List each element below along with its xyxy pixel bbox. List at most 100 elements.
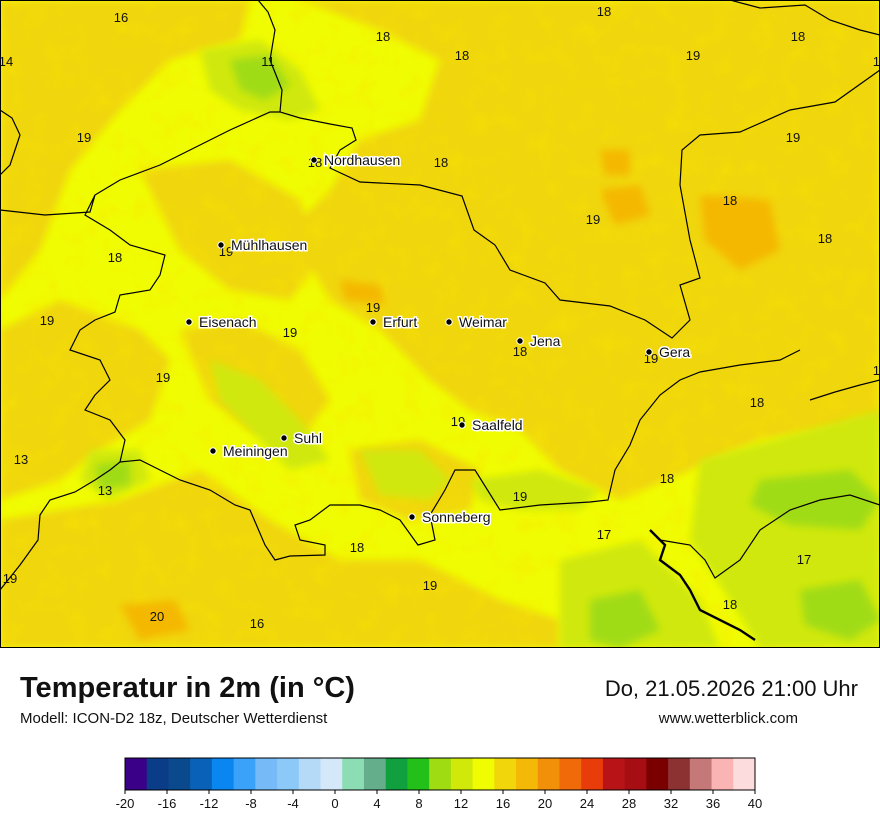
value-label: 18 xyxy=(750,395,764,410)
city-dot xyxy=(516,337,524,345)
legend-tick-label: 32 xyxy=(664,796,678,811)
model-info: Modell: ICON-D2 18z, Deutscher Wetterdie… xyxy=(20,710,328,727)
city-dot xyxy=(209,447,217,455)
legend-swatch xyxy=(429,758,452,790)
city-label: Saalfeld xyxy=(472,417,523,433)
value-label: 18 xyxy=(873,54,880,69)
legend-swatch xyxy=(146,758,169,790)
legend-swatch xyxy=(516,758,539,790)
legend-swatch xyxy=(255,758,278,790)
legend-swatch xyxy=(559,758,582,790)
value-label: 18 xyxy=(376,29,390,44)
legend-swatch xyxy=(407,758,430,790)
value-label: 18 xyxy=(455,48,469,63)
river-or-border xyxy=(649,529,756,641)
legend-swatch xyxy=(472,758,495,790)
value-label: 19 xyxy=(586,212,600,227)
city-label: Eisenach xyxy=(199,314,257,330)
temp-field-20-22 xyxy=(120,150,780,640)
footer: Temperatur in 2m (in °C) Modell: ICON-D2… xyxy=(0,648,880,830)
map-canvas: 16 18 18 18 19 18 18 14 11 19 18 18 19 19 18 18 19 18 19 19… xyxy=(0,0,880,648)
legend-tick-label: 40 xyxy=(748,796,762,811)
value-label: 18 xyxy=(513,344,527,359)
legend-swatch xyxy=(450,758,474,790)
legend-swatch xyxy=(602,758,626,790)
value-label: 19 xyxy=(366,300,380,315)
value-label: 18 xyxy=(350,540,364,555)
city-label: Suhl xyxy=(294,430,322,446)
legend-tick-label: 16 xyxy=(496,796,510,811)
chart-title: Temperatur in 2m (in °C) xyxy=(20,672,355,704)
value-label: 19 xyxy=(3,571,17,586)
value-label: 13 xyxy=(98,483,112,498)
city-dot xyxy=(217,241,225,249)
legend-swatch xyxy=(277,758,300,790)
city-label: Mühlhausen xyxy=(231,237,307,253)
value-label: 18 xyxy=(434,155,448,170)
legend-tick-label: -12 xyxy=(200,796,219,811)
value-label: 18 xyxy=(818,231,832,246)
city-dot xyxy=(185,318,193,326)
legend-swatch xyxy=(168,758,191,790)
city-label: Meiningen xyxy=(223,443,288,459)
city-label: Sonneberg xyxy=(422,509,491,525)
city-dot xyxy=(458,421,466,429)
value-label: 17 xyxy=(797,552,811,567)
value-label: 17 xyxy=(597,527,611,542)
legend-swatch xyxy=(624,758,647,790)
value-label: 19 xyxy=(513,489,527,504)
legend-swatch xyxy=(190,758,213,790)
legend-tick-label: 36 xyxy=(706,796,720,811)
legend-swatch xyxy=(581,758,604,790)
value-label: 19 xyxy=(40,313,54,328)
city-dot xyxy=(369,318,377,326)
city-label: Jena xyxy=(530,333,561,349)
city-label: Nordhausen xyxy=(324,152,400,168)
temperature-map: 16 18 18 18 19 18 18 14 11 19 18 18 19 19 18 18 19 18 19 19… xyxy=(0,0,880,648)
website-link[interactable]: www.wetterblick.com xyxy=(658,710,798,727)
value-label: 13 xyxy=(14,452,28,467)
city-dot xyxy=(645,348,653,356)
legend-swatch xyxy=(689,758,713,790)
legend-swatch xyxy=(711,758,734,790)
legend-swatch xyxy=(233,758,256,790)
legend-tick-label: 12 xyxy=(454,796,468,811)
value-label: 20 xyxy=(150,609,164,624)
legend-swatch xyxy=(537,758,560,790)
value-label: 18 xyxy=(108,250,122,265)
legend-tick-label: -4 xyxy=(287,796,299,811)
value-label: 18 xyxy=(660,471,674,486)
legend-swatch xyxy=(211,758,235,790)
legend-swatch xyxy=(646,758,669,790)
temp-field-10-12 xyxy=(95,55,880,648)
forecast-datetime: Do, 21.05.2026 21:00 Uhr xyxy=(604,676,858,701)
city-label: Gera xyxy=(659,344,690,360)
legend-tick-label: -16 xyxy=(158,796,177,811)
legend-tick-label: 24 xyxy=(580,796,594,811)
legend-tick-label: 0 xyxy=(331,796,338,811)
color-legend: -20 -16 -12 -8 -4 0 4 8 12 16 20 24 28 32 36 40 xyxy=(116,757,762,811)
city-markers: Nordhausen Mühlhausen Eisenach Erfurt Weimar… xyxy=(185,151,692,527)
legend-frame xyxy=(124,757,756,791)
legend-tick-label: 28 xyxy=(622,796,636,811)
state-border xyxy=(257,0,880,339)
state-border-ne xyxy=(729,0,880,36)
legend-swatch xyxy=(125,758,148,790)
value-label: 18 xyxy=(723,597,737,612)
city-label: Weimar xyxy=(459,314,507,330)
value-label: 19 xyxy=(423,578,437,593)
legend-swatch xyxy=(298,758,322,790)
value-label: 16 xyxy=(250,616,264,631)
value-label: 16 xyxy=(114,10,128,25)
legend-swatch xyxy=(320,758,343,790)
state-border-se2 xyxy=(809,379,880,401)
city-dot xyxy=(280,434,288,442)
legend-swatch xyxy=(733,758,756,790)
legend-swatch xyxy=(342,758,365,790)
value-label: 19 xyxy=(156,370,170,385)
legend-tick-label: -8 xyxy=(245,796,257,811)
value-label: 14 xyxy=(0,54,13,69)
value-label: 18 xyxy=(597,4,611,19)
legend-swatch xyxy=(668,758,691,790)
value-label: 19 xyxy=(786,130,800,145)
